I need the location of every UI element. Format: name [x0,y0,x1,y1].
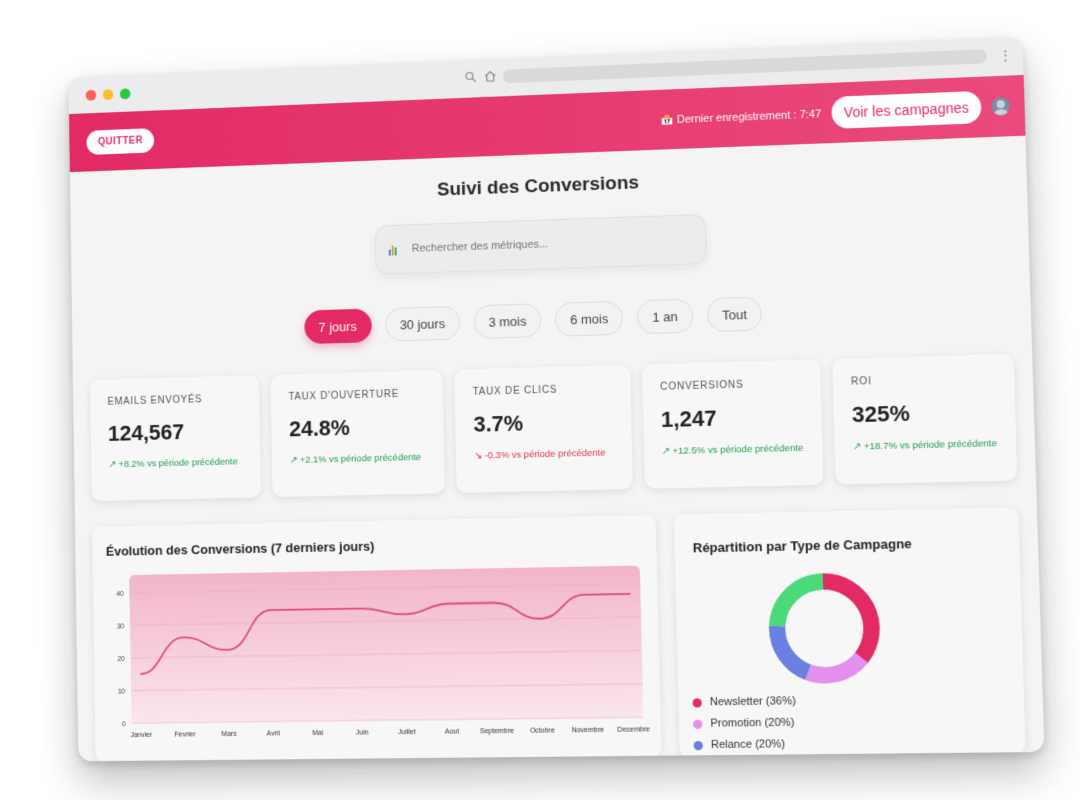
donut-legend: Newsletter (36%) Promotion (20%) Relance (… [692,695,797,760]
legend-item: Promotion (20%) [693,717,797,730]
period-3-months[interactable]: 3 mois [473,303,541,339]
y-tick-label: 20 [117,656,125,663]
maximize-window-button[interactable] [120,88,131,99]
x-tick-label: Aout [445,728,459,735]
period-1-year[interactable]: 1 an [637,299,693,335]
window-controls [86,88,131,101]
x-tick-label: Juin [356,729,369,736]
x-tick-label: Fevrier [175,731,197,738]
period-30-days[interactable]: 30 jours [385,306,461,342]
search-input[interactable] [410,233,672,256]
legend-swatch [693,698,702,707]
close-window-button[interactable] [86,89,97,100]
kpi-label: ROI [851,373,996,388]
conversions-line-chart: 0 10 20 30 40 Janvier Fevrier Mars Avril Mai Juin J… [100,555,654,761]
search-icon[interactable] [464,71,478,85]
kpi-value: 3.7% [473,408,613,438]
kpi-card-click-rate: TAUX DE CLICS 3.7% ↘ -0.3% vs période pr… [454,365,632,493]
period-all[interactable]: Tout [707,296,763,332]
donut-slice[interactable] [776,581,824,626]
period-6-months[interactable]: 6 mois [555,301,624,337]
minimize-window-button[interactable] [103,89,114,100]
address-bar[interactable] [503,49,987,83]
kpi-card-emails-sent: EMAILS ENVOYÉS 124,567 ↗ +8.2% vs périod… [90,375,261,501]
line-chart-title: Évolution des Conversions (7 derniers jo… [106,539,375,559]
avatar[interactable] [991,97,1010,116]
y-tick-label: 40 [116,591,124,598]
pie-chart-title: Répartition par Type de Campagne [693,536,912,555]
kpi-label: EMAILS ENVOYÉS [107,393,242,407]
campaign-donut-chart [761,566,887,690]
kpi-label: TAUX DE CLICS [473,383,613,398]
legend-swatch [694,741,703,750]
kpi-trend: ↗ +12.5% vs période précédente [662,442,804,460]
last-save-status: 📅 Dernier enregistrement : 7:47 [660,107,822,126]
legend-label: Promotion (20%) [710,717,794,730]
x-tick-label: Septembre [480,728,514,736]
kpi-trend: ↘ -0.3% vs période précédente [474,446,614,463]
kpi-value: 124,567 [108,418,243,447]
kpi-card-conversions: CONVERSIONS 1,247 ↗ +12.5% vs période pr… [642,359,824,489]
browser-window: ⋮ QUITTER 📅 Dernier enregistrement : 7:4… [69,37,1045,762]
donut-slice[interactable] [777,626,808,673]
kebab-menu-icon[interactable]: ⋮ [998,47,1013,65]
kpi-label: CONVERSIONS [660,378,802,393]
period-filter: 7 jours 30 jours 3 mois 6 mois 1 an Tout [72,288,1031,351]
y-tick-label: 10 [118,689,126,696]
legend-item: Relance (20%) [694,738,798,751]
legend-item: Newsletter (36%) [692,695,796,708]
x-tick-label: Novembre [572,727,605,735]
x-tick-label: Octobre [530,727,555,734]
kpi-label: TAUX D'OUVERTURE [288,388,425,403]
y-tick-label: 30 [117,623,125,630]
kpi-card-roi: ROI 325% ↗ +18.7% vs période précédente [832,354,1017,485]
donut-slice[interactable] [823,581,872,659]
kpi-trend: ↗ +2.1% vs période précédente [290,451,427,468]
x-tick-label: Mars [222,731,238,738]
kpi-value: 325% [852,398,997,428]
x-tick-label: Mai [312,730,324,737]
conversions-line-card: Évolution des Conversions (7 derniers jo… [92,515,661,762]
kpi-trend: ↗ +18.7% vs période précédente [853,437,998,455]
search-box[interactable] [374,214,706,275]
donut-slice[interactable] [808,658,862,676]
x-tick-label: Janvier [130,732,152,739]
legend-swatch [693,719,702,728]
header-right: 📅 Dernier enregistrement : 7:47 Voir les… [660,90,1011,136]
kpi-trend: ↗ +8.2% vs période précédente [108,455,243,472]
legend-label: Relance (20%) [711,738,785,751]
x-tick-label: Avril [267,730,281,737]
x-tick-label: Juillet [398,729,416,736]
quit-button[interactable]: QUITTER [86,128,154,155]
x-tick-label: Decembre [617,726,650,734]
legend-label: Newsletter (36%) [710,695,796,708]
y-tick-label: 0 [122,721,126,728]
bar-chart-icon [388,244,396,255]
kpi-card-open-rate: TAUX D'OUVERTURE 24.8% ↗ +2.1% vs périod… [271,370,446,497]
kpi-value: 1,247 [661,403,804,433]
kpi-row: EMAILS ENVOYÉS 124,567 ↗ +8.2% vs périod… [90,354,1017,501]
charts-row: Évolution des Conversions (7 derniers jo… [92,507,1026,761]
view-campaigns-button[interactable]: Voir les campagnes [831,91,982,129]
kpi-value: 24.8% [289,413,427,442]
campaign-type-card: Répartition par Type de Campagne Newslet… [674,507,1026,757]
home-icon[interactable] [483,70,497,84]
period-7-days[interactable]: 7 jours [304,309,372,345]
